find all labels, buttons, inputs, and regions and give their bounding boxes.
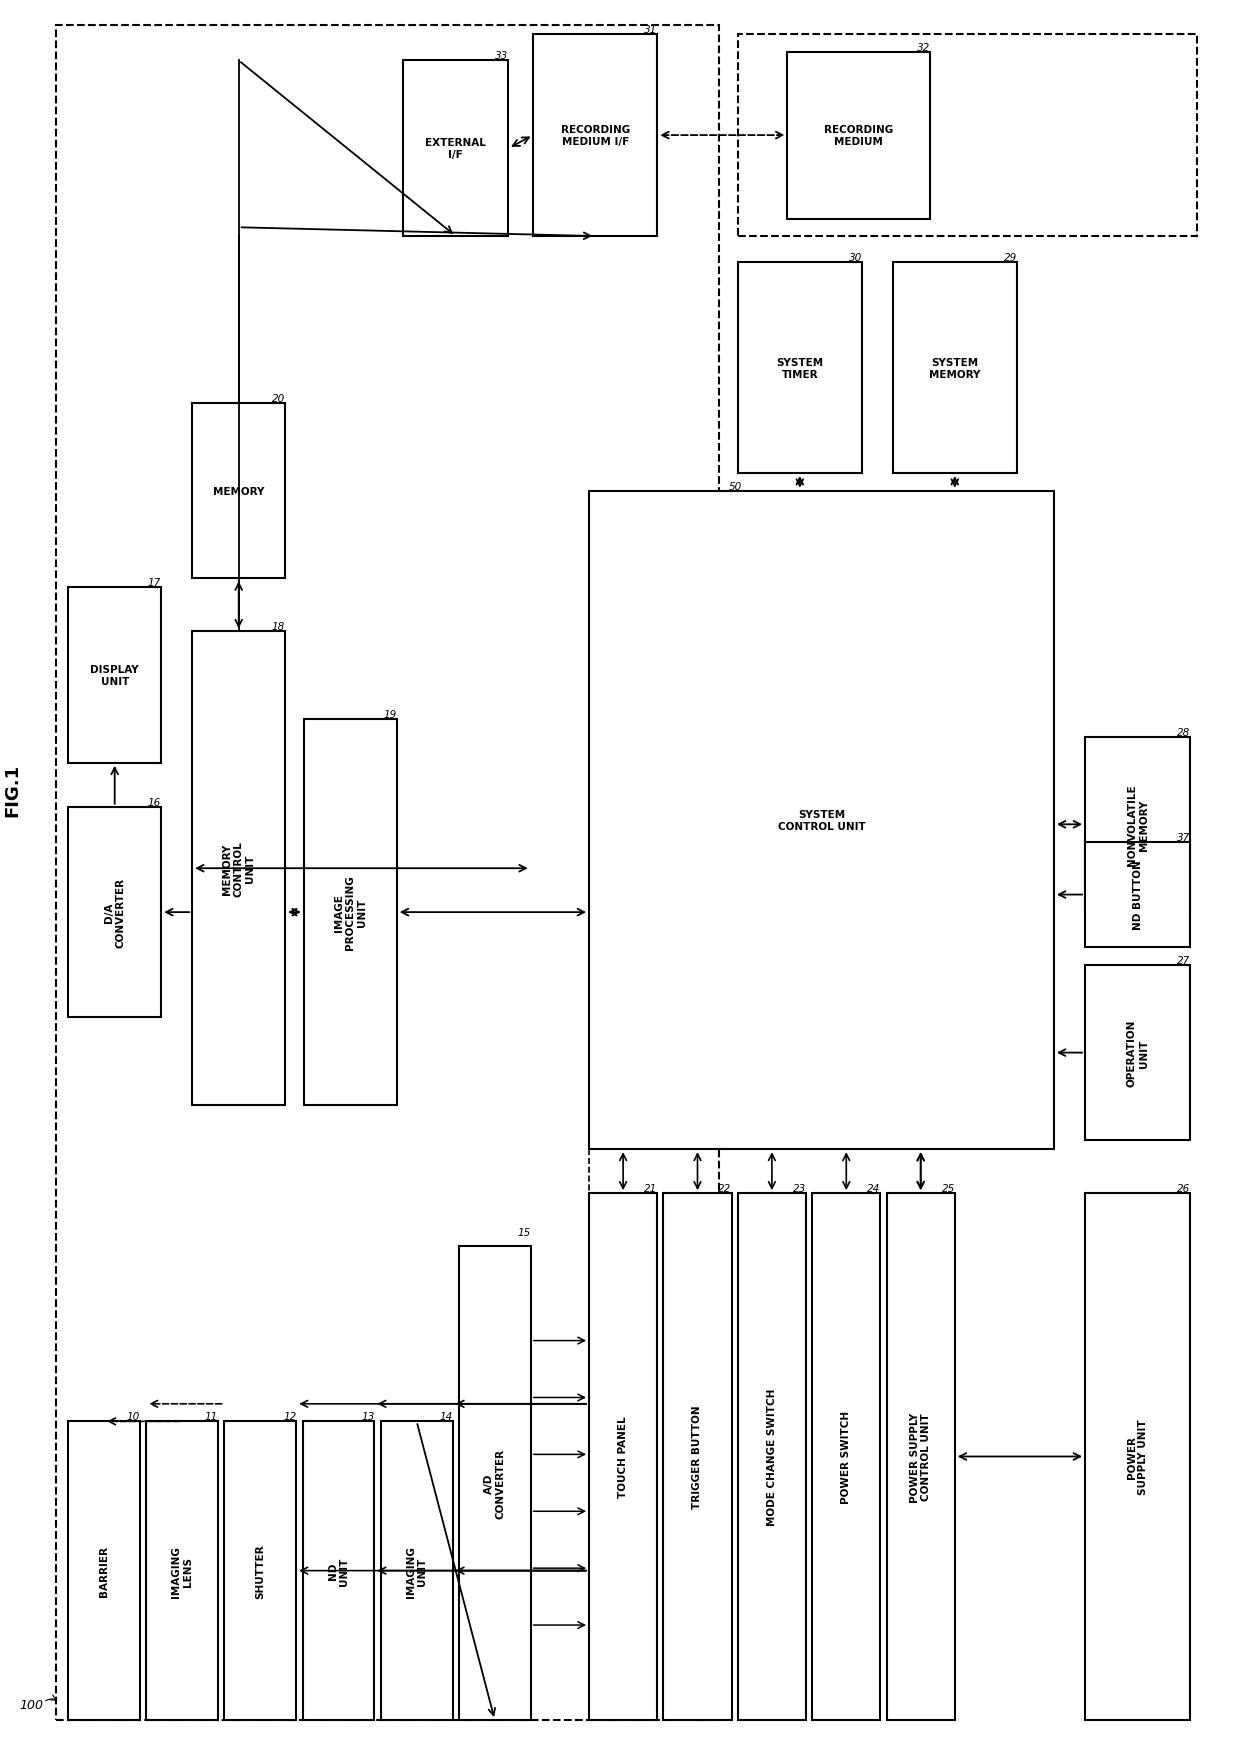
Text: 23: 23 (792, 1183, 806, 1193)
Bar (893, 263, 1017, 474)
Text: IMAGE
PROCESSING
UNIT: IMAGE PROCESSING UNIT (334, 876, 367, 949)
Bar (738, 35, 1197, 237)
Text: 33: 33 (495, 51, 508, 61)
Text: 18: 18 (272, 621, 285, 632)
Text: RECORDING
MEDIUM: RECORDING MEDIUM (825, 125, 893, 147)
Bar (589, 491, 1054, 1150)
Text: EXTERNAL
I/F: EXTERNAL I/F (425, 139, 486, 160)
Text: 14: 14 (439, 1411, 453, 1422)
Text: DISPLAY
UNIT: DISPLAY UNIT (91, 665, 139, 686)
Text: 29: 29 (1003, 253, 1017, 263)
Bar (533, 35, 657, 237)
Bar (787, 53, 930, 219)
Text: 26: 26 (1177, 1183, 1190, 1193)
Text: ND
UNIT: ND UNIT (327, 1557, 350, 1585)
Bar (68, 807, 161, 1018)
Text: 11: 11 (205, 1411, 218, 1422)
Text: 22: 22 (718, 1183, 732, 1193)
Text: 50: 50 (728, 481, 742, 491)
Text: OPERATION
UNIT: OPERATION UNIT (1127, 1020, 1148, 1086)
Bar (459, 1246, 531, 1720)
Bar (68, 588, 161, 763)
Bar (812, 1193, 880, 1720)
Text: 20: 20 (272, 393, 285, 404)
Text: POWER SWITCH: POWER SWITCH (841, 1409, 852, 1504)
Text: ND BUTTON: ND BUTTON (1132, 860, 1143, 930)
Text: RECORDING
MEDIUM I/F: RECORDING MEDIUM I/F (560, 125, 630, 147)
Text: 32: 32 (916, 42, 930, 53)
Bar (304, 720, 397, 1106)
Bar (146, 1422, 218, 1720)
Bar (192, 404, 285, 579)
Text: 27: 27 (1177, 955, 1190, 965)
Text: IMAGING
LENS: IMAGING LENS (171, 1544, 193, 1597)
Bar (68, 1422, 140, 1720)
Text: MEMORY
CONTROL
UNIT: MEMORY CONTROL UNIT (222, 841, 255, 897)
Text: BARRIER: BARRIER (99, 1544, 109, 1597)
Text: 19: 19 (383, 709, 397, 720)
Bar (1085, 842, 1190, 948)
Text: D/A
CONVERTER: D/A CONVERTER (104, 878, 125, 948)
Bar (192, 632, 285, 1106)
Text: 24: 24 (867, 1183, 880, 1193)
Bar (1085, 1193, 1190, 1720)
Bar (1085, 965, 1190, 1141)
Bar (1085, 737, 1190, 913)
Text: 10: 10 (126, 1411, 140, 1422)
Text: 100: 100 (20, 1699, 43, 1711)
Text: 16: 16 (148, 797, 161, 807)
Text: SHUTTER: SHUTTER (255, 1543, 265, 1599)
Text: SYSTEM
MEMORY: SYSTEM MEMORY (929, 358, 981, 379)
Bar (738, 263, 862, 474)
Bar (56, 26, 719, 1720)
Text: TRIGGER BUTTON: TRIGGER BUTTON (692, 1404, 703, 1509)
Text: FIG.1: FIG.1 (4, 763, 21, 816)
Bar (403, 61, 508, 237)
Text: 31: 31 (644, 25, 657, 35)
Text: 15: 15 (517, 1227, 531, 1237)
Text: IMAGING
UNIT: IMAGING UNIT (405, 1544, 428, 1597)
Text: TOUCH PANEL: TOUCH PANEL (618, 1416, 629, 1497)
Bar (887, 1193, 955, 1720)
Text: 25: 25 (941, 1183, 955, 1193)
Bar (738, 1193, 806, 1720)
Text: POWER SUPPLY
CONTROL UNIT: POWER SUPPLY CONTROL UNIT (910, 1411, 931, 1502)
Text: NONVOLATILE
MEMORY: NONVOLATILE MEMORY (1127, 784, 1148, 865)
Text: SYSTEM
CONTROL UNIT: SYSTEM CONTROL UNIT (777, 809, 866, 832)
Text: 21: 21 (644, 1183, 657, 1193)
Text: MEMORY: MEMORY (213, 486, 264, 497)
Bar (663, 1193, 732, 1720)
Text: A/D
CONVERTER: A/D CONVERTER (484, 1448, 506, 1518)
Text: 12: 12 (283, 1411, 296, 1422)
Bar (381, 1422, 453, 1720)
Text: 28: 28 (1177, 727, 1190, 737)
Text: 13: 13 (361, 1411, 374, 1422)
Text: 37: 37 (1177, 832, 1190, 842)
Bar (303, 1422, 374, 1720)
Text: SYSTEM
TIMER: SYSTEM TIMER (776, 358, 823, 379)
Text: MODE CHANGE SWITCH: MODE CHANGE SWITCH (766, 1388, 777, 1525)
Bar (224, 1422, 296, 1720)
Text: POWER
SUPPLY UNIT: POWER SUPPLY UNIT (1127, 1418, 1148, 1495)
Text: 17: 17 (148, 577, 161, 588)
Bar (589, 1193, 657, 1720)
Text: 30: 30 (848, 253, 862, 263)
